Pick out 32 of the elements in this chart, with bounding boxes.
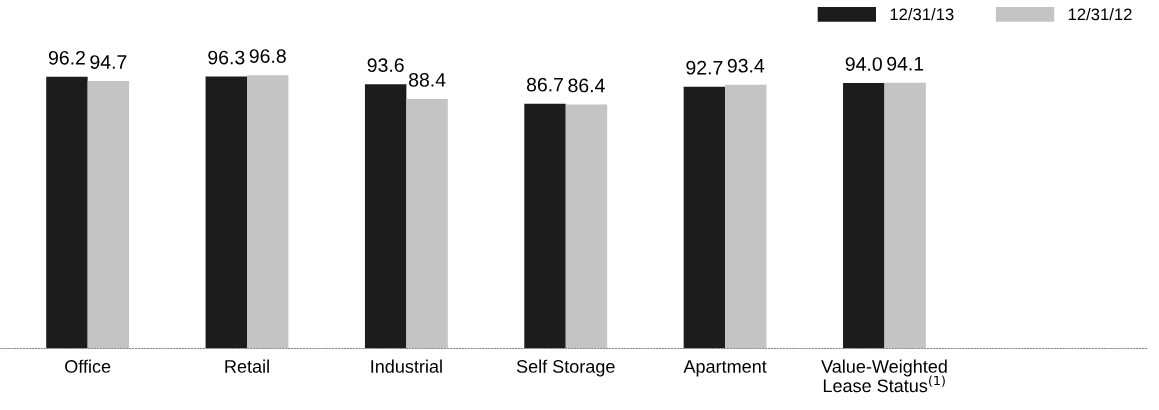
- bar: [406, 98, 448, 349]
- data-label: 96.8: [249, 49, 286, 63]
- data-label: 88.4: [409, 72, 446, 87]
- bar: [683, 86, 726, 349]
- data-label: 86.7: [526, 77, 563, 92]
- data-label: 92.7: [686, 60, 723, 75]
- data-label: 94.1: [887, 56, 924, 71]
- x-tick-label: Retail: [225, 359, 269, 373]
- data-label: 96.2: [48, 50, 85, 65]
- data-label: 94.7: [90, 55, 127, 69]
- legend-label: 12/31/12: [1068, 8, 1132, 21]
- x-tick-label: Industrial: [371, 359, 442, 373]
- bar: [205, 76, 248, 349]
- bar: [364, 84, 407, 349]
- bar: [565, 104, 608, 349]
- legend-label: 12/31/13: [890, 8, 954, 21]
- data-label: 93.4: [727, 58, 765, 73]
- bar: [46, 76, 88, 349]
- bar: [884, 82, 926, 349]
- bar: [87, 81, 130, 349]
- data-label: 94.0: [845, 57, 882, 71]
- data-label: 96.3: [208, 50, 245, 65]
- bar: [843, 83, 885, 349]
- x-tick-label: Self Storage: [516, 359, 615, 377]
- bar: [524, 103, 566, 349]
- x-tick-label: Apartment: [683, 360, 767, 377]
- x-tick-label: Office: [65, 359, 111, 373]
- data-label: 86.4: [568, 78, 605, 93]
- data-label: 93.6: [367, 58, 404, 73]
- bar: [247, 75, 289, 349]
- x-tick-label: Value-Weighted Lease Status$^{(1)}$: [821, 359, 947, 393]
- bar: [725, 84, 767, 349]
